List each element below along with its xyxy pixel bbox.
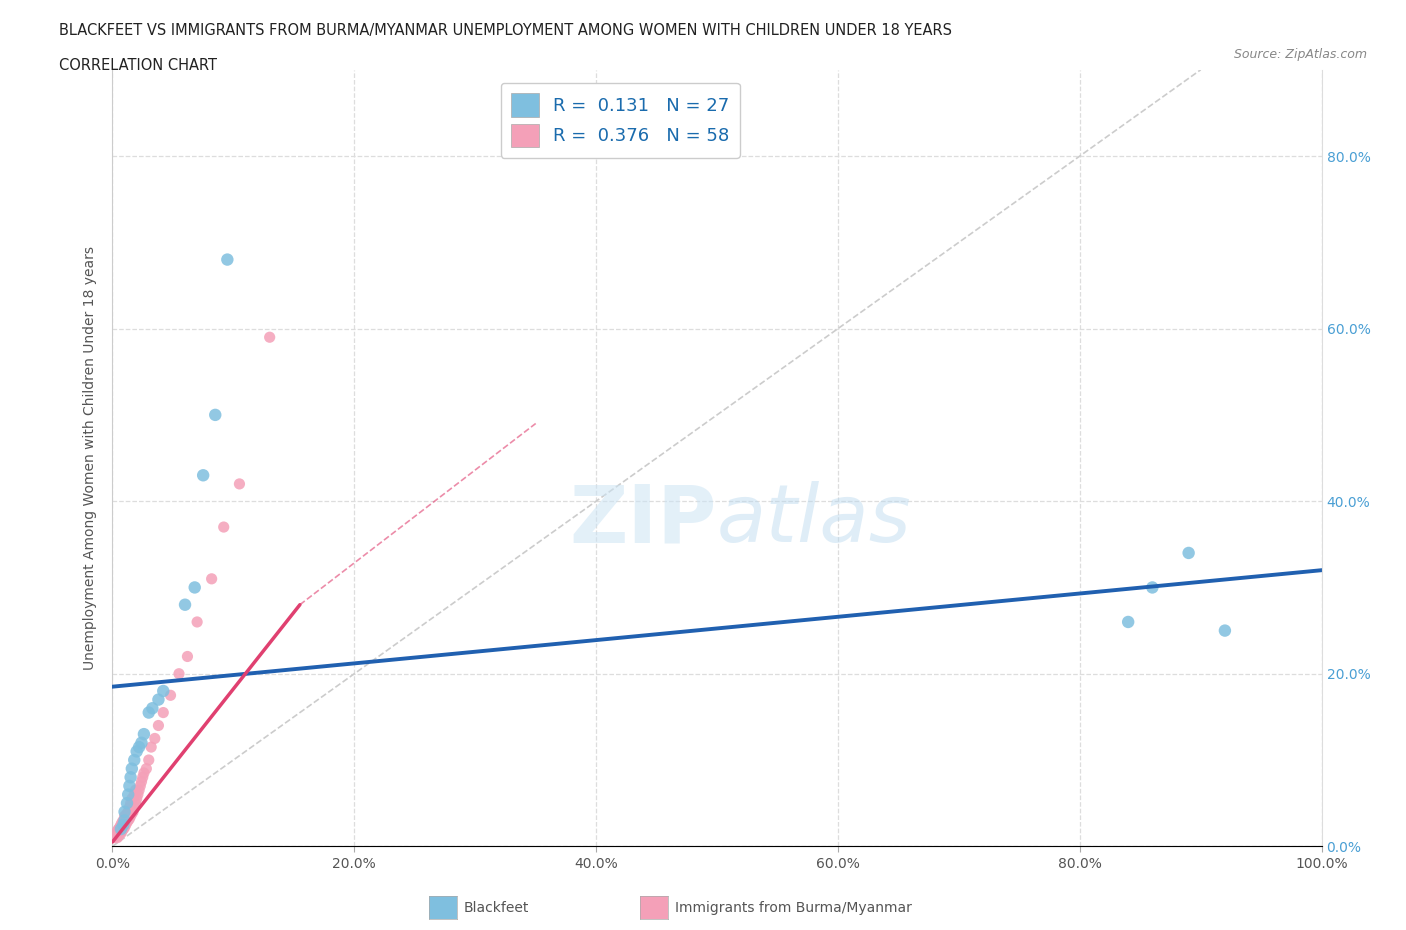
Point xyxy=(114,820,136,835)
Point xyxy=(114,813,136,828)
Text: Source: ZipAtlas.com: Source: ZipAtlas.com xyxy=(1233,48,1367,61)
Point xyxy=(201,571,224,586)
Point xyxy=(152,705,174,720)
Point xyxy=(114,809,136,824)
Point xyxy=(122,752,145,767)
Point xyxy=(104,830,127,845)
Point xyxy=(114,817,136,832)
Point xyxy=(212,520,235,535)
Point xyxy=(108,826,131,841)
Point xyxy=(125,744,148,759)
Point xyxy=(135,761,157,776)
Point xyxy=(152,684,174,698)
Point xyxy=(114,809,136,824)
Point xyxy=(115,806,138,821)
Point xyxy=(122,800,145,815)
Point xyxy=(159,688,181,703)
Text: Blackfeet: Blackfeet xyxy=(464,900,529,915)
Point xyxy=(183,580,205,595)
Point xyxy=(128,739,150,754)
Point xyxy=(124,796,146,811)
Text: ZIP: ZIP xyxy=(569,481,717,559)
Point xyxy=(112,821,135,836)
Point xyxy=(148,718,170,733)
Point xyxy=(228,476,250,491)
Point xyxy=(105,823,128,838)
Point xyxy=(121,806,143,821)
Point xyxy=(174,597,197,612)
Point xyxy=(132,770,155,785)
Point xyxy=(141,739,163,754)
Point xyxy=(131,774,153,789)
Point xyxy=(118,811,141,826)
Point xyxy=(143,731,166,746)
Point xyxy=(118,778,141,793)
Point xyxy=(121,761,143,776)
Text: CORRELATION CHART: CORRELATION CHART xyxy=(59,58,217,73)
Point xyxy=(107,829,129,844)
Point xyxy=(111,815,134,830)
Point xyxy=(128,783,150,798)
Point xyxy=(105,826,128,841)
Point xyxy=(121,791,143,806)
Point xyxy=(105,830,128,845)
Point xyxy=(122,804,145,819)
Point xyxy=(132,726,155,741)
Point xyxy=(132,765,155,780)
Point xyxy=(111,823,134,838)
Point xyxy=(176,649,198,664)
Point xyxy=(217,252,239,267)
Point xyxy=(1142,580,1164,595)
Point xyxy=(110,821,132,836)
Point xyxy=(110,821,132,836)
Point xyxy=(114,813,136,828)
Point xyxy=(107,821,129,836)
Point xyxy=(141,701,163,716)
Point xyxy=(186,615,208,630)
Point xyxy=(1213,623,1236,638)
Point xyxy=(108,820,131,835)
Point xyxy=(124,783,146,798)
Point xyxy=(105,829,128,844)
Point xyxy=(125,791,148,806)
Point xyxy=(131,736,153,751)
Point xyxy=(117,813,139,828)
Point xyxy=(138,752,160,767)
Point xyxy=(118,800,141,815)
Point xyxy=(122,787,145,802)
Point xyxy=(129,778,152,793)
Text: Immigrants from Burma/Myanmar: Immigrants from Burma/Myanmar xyxy=(675,900,911,915)
Point xyxy=(1177,546,1199,561)
Point xyxy=(148,692,170,707)
Point xyxy=(120,809,142,824)
Point xyxy=(107,826,129,841)
Point xyxy=(1116,615,1139,630)
Point xyxy=(117,804,139,819)
Point xyxy=(110,817,132,832)
Point xyxy=(115,815,138,830)
Text: atlas: atlas xyxy=(717,481,912,559)
Point xyxy=(120,796,142,811)
Point xyxy=(204,407,226,422)
Point xyxy=(138,705,160,720)
Legend: R =  0.131   N = 27, R =  0.376   N = 58: R = 0.131 N = 27, R = 0.376 N = 58 xyxy=(501,83,740,158)
Point xyxy=(110,826,132,841)
Point xyxy=(120,770,142,785)
Point xyxy=(191,468,214,483)
Y-axis label: Unemployment Among Women with Children Under 18 years: Unemployment Among Women with Children U… xyxy=(83,246,97,670)
Point xyxy=(112,813,135,828)
Point xyxy=(112,817,135,832)
Point xyxy=(259,330,281,345)
Text: BLACKFEET VS IMMIGRANTS FROM BURMA/MYANMAR UNEMPLOYMENT AMONG WOMEN WITH CHILDRE: BLACKFEET VS IMMIGRANTS FROM BURMA/MYANM… xyxy=(59,23,952,38)
Point xyxy=(114,804,136,819)
Point xyxy=(117,787,139,802)
Point xyxy=(167,666,190,681)
Point xyxy=(127,787,149,802)
Point xyxy=(115,796,138,811)
